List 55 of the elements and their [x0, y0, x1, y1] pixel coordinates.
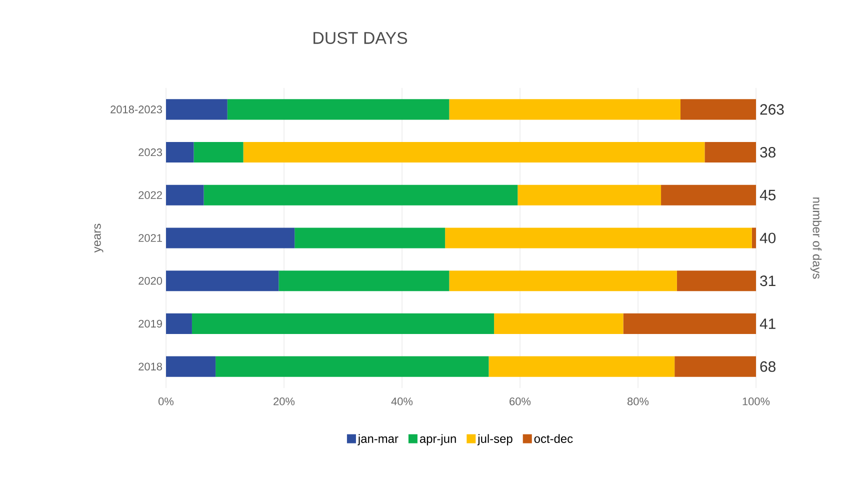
bar [166, 228, 295, 248]
bar [166, 142, 194, 163]
x-tick-label: 20% [274, 398, 295, 406]
bar [194, 142, 244, 163]
x-tick-label: 80% [628, 398, 649, 406]
bar [488, 356, 675, 377]
text: 40 [760, 232, 776, 244]
bar [166, 184, 204, 206]
bar [449, 99, 680, 120]
bar [166, 99, 228, 120]
legend-label: jan-mar [358, 434, 398, 446]
y2-axis-title: number of days [810, 198, 822, 279]
y-axis-title: years [94, 224, 104, 253]
bar [166, 313, 192, 334]
y-tick-label: 2018 [138, 362, 162, 370]
text: 263 [760, 104, 784, 115]
text: 38 [760, 146, 776, 158]
bar [445, 228, 752, 248]
y-tick-label: 2018-2023 [110, 106, 162, 114]
bar [192, 313, 494, 334]
bar [278, 270, 450, 292]
bar [449, 270, 677, 292]
bar [204, 184, 518, 206]
bar [704, 142, 756, 163]
x-tick-label: 60% [510, 398, 531, 406]
bar [680, 99, 756, 120]
x-tick-label: 40% [391, 398, 413, 406]
legend-label: oct-dec [534, 434, 573, 443]
y-tick-label: 2022 [138, 191, 162, 200]
bar [661, 184, 756, 206]
x-tick-label: 0% [158, 398, 174, 406]
bar [752, 228, 756, 248]
bar [216, 356, 489, 377]
bar [166, 356, 216, 377]
bar [518, 184, 662, 206]
text: 45 [760, 190, 776, 200]
text: 68 [760, 361, 776, 372]
y-tick-label: 2020 [138, 276, 162, 285]
bar [676, 270, 756, 292]
x-tick-label: 100% [742, 398, 770, 406]
text: 41 [760, 318, 776, 329]
y-tick-label: 2023 [138, 148, 162, 156]
legend-label: jul-sep [477, 434, 512, 446]
chart-title: DUST DAYS [314, 32, 408, 44]
bar [243, 142, 705, 163]
bar [494, 313, 624, 334]
y-tick-label: 2021 [138, 234, 162, 242]
bar [166, 270, 279, 292]
legend-label: apr-jun [420, 434, 456, 446]
bar [227, 99, 450, 120]
text: 31 [760, 276, 776, 286]
bar [294, 228, 446, 248]
bar [623, 313, 756, 334]
bar [674, 356, 756, 377]
y-tick-label: 2019 [138, 320, 162, 328]
